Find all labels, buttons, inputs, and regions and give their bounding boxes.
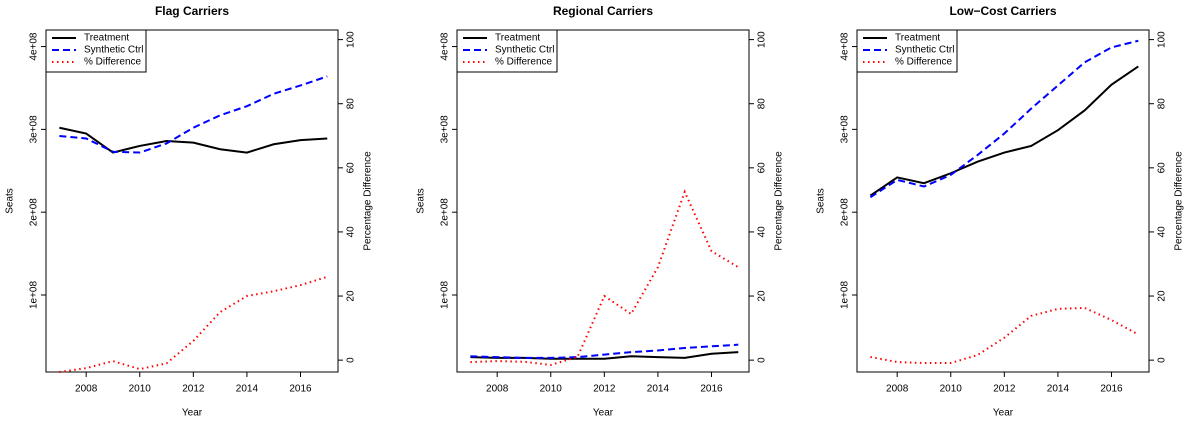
x-tick-label: 2008 xyxy=(486,384,509,395)
y2-tick-label: 100 xyxy=(757,31,768,48)
y2-tick-label: 40 xyxy=(757,226,768,238)
y-tick-label: 2e+08 xyxy=(29,198,40,227)
x-axis-label: Year xyxy=(593,408,614,419)
x-tick-label: 2016 xyxy=(700,384,723,395)
y-tick-label: 4e+08 xyxy=(440,32,451,61)
x-tick-label: 2014 xyxy=(1047,384,1070,395)
legend-label: Synthetic Ctrl xyxy=(895,45,954,56)
plot-frame xyxy=(45,29,339,373)
y2-tick-label: 40 xyxy=(1157,226,1168,238)
legend-label: % Difference xyxy=(895,57,953,68)
y-tick-label: 2e+08 xyxy=(440,198,451,227)
series-line xyxy=(470,189,739,366)
y-tick-label: 3e+08 xyxy=(440,115,451,144)
x-tick-label: 2012 xyxy=(593,384,616,395)
x-tick-label: 2014 xyxy=(647,384,670,395)
y-tick-label: 4e+08 xyxy=(29,32,40,61)
x-tick-label: 2016 xyxy=(289,384,312,395)
y2-tick-label: 0 xyxy=(346,357,357,363)
series-line xyxy=(59,126,328,154)
y-tick-label: 4e+08 xyxy=(840,32,851,61)
y-tick-label: 3e+08 xyxy=(29,115,40,144)
y-tick-label: 1e+08 xyxy=(440,281,451,310)
legend-label: Synthetic Ctrl xyxy=(84,45,143,56)
plot-frame xyxy=(456,29,750,373)
series-line xyxy=(470,343,739,359)
y2-tick-label: 80 xyxy=(1157,98,1168,110)
y2-tick-label: 60 xyxy=(757,162,768,174)
series-line xyxy=(869,65,1139,197)
x-tick-label: 2016 xyxy=(1100,384,1123,395)
x-tick-label: 2010 xyxy=(540,384,563,395)
legend-label: % Difference xyxy=(84,57,142,68)
legend-label: Treatment xyxy=(495,33,540,44)
y-tick-label: 3e+08 xyxy=(840,115,851,144)
y2-tick-label: 20 xyxy=(1157,290,1168,302)
legend-label: % Difference xyxy=(495,57,553,68)
y-axis-label: Seats xyxy=(416,188,427,214)
y-tick-label: 1e+08 xyxy=(29,281,40,310)
y2-tick-label: 20 xyxy=(757,290,768,302)
y2-tick-label: 40 xyxy=(346,226,357,238)
chart-title: Flag Carriers xyxy=(155,4,229,18)
legend-label: Synthetic Ctrl xyxy=(495,45,554,56)
series-line xyxy=(59,75,328,154)
x-tick-label: 2012 xyxy=(993,384,1016,395)
y2-axis-label: Percentage Difference xyxy=(1174,151,1185,251)
y2-tick-label: 100 xyxy=(346,31,357,48)
y2-tick-label: 80 xyxy=(757,98,768,110)
series-line xyxy=(870,306,1139,365)
x-tick-label: 2012 xyxy=(182,384,205,395)
x-tick-label: 2014 xyxy=(236,384,259,395)
y2-axis-label: Percentage Difference xyxy=(363,151,374,251)
y2-tick-label: 0 xyxy=(757,357,768,363)
x-tick-label: 2010 xyxy=(129,384,152,395)
chart-title: Regional Carriers xyxy=(553,4,653,18)
y2-tick-label: 20 xyxy=(346,290,357,302)
x-tick-label: 2008 xyxy=(75,384,98,395)
y2-tick-label: 100 xyxy=(1157,31,1168,48)
y2-tick-label: 80 xyxy=(346,98,357,110)
x-axis-label: Year xyxy=(182,408,203,419)
y2-tick-label: 60 xyxy=(1157,162,1168,174)
plot-frame xyxy=(856,29,1150,373)
x-tick-label: 2010 xyxy=(940,384,963,395)
y2-tick-label: 60 xyxy=(346,162,357,174)
y2-axis-label: Percentage Difference xyxy=(774,151,785,251)
series-line xyxy=(869,39,1139,199)
legend-label: Treatment xyxy=(895,33,940,44)
y-tick-label: 2e+08 xyxy=(840,198,851,227)
legend-label: Treatment xyxy=(84,33,129,44)
y-axis-label: Seats xyxy=(816,188,827,214)
y-tick-label: 1e+08 xyxy=(840,281,851,310)
series-line xyxy=(59,275,328,373)
x-tick-label: 2008 xyxy=(886,384,909,395)
x-axis-label: Year xyxy=(993,408,1014,419)
chart-title: Low−Cost Carriers xyxy=(949,4,1056,18)
y-axis-label: Seats xyxy=(5,188,16,214)
y2-tick-label: 0 xyxy=(1157,357,1168,363)
